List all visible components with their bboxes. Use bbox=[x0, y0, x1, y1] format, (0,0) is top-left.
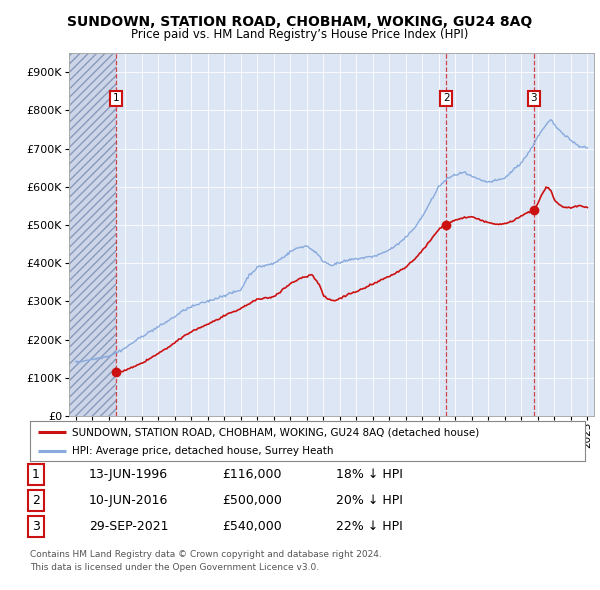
Text: SUNDOWN, STATION ROAD, CHOBHAM, WOKING, GU24 8AQ: SUNDOWN, STATION ROAD, CHOBHAM, WOKING, … bbox=[67, 15, 533, 29]
Text: Contains HM Land Registry data © Crown copyright and database right 2024.: Contains HM Land Registry data © Crown c… bbox=[30, 550, 382, 559]
Text: 3: 3 bbox=[530, 93, 537, 103]
Text: Price paid vs. HM Land Registry’s House Price Index (HPI): Price paid vs. HM Land Registry’s House … bbox=[131, 28, 469, 41]
Text: 1: 1 bbox=[113, 93, 119, 103]
Text: This data is licensed under the Open Government Licence v3.0.: This data is licensed under the Open Gov… bbox=[30, 563, 319, 572]
Text: HPI: Average price, detached house, Surrey Heath: HPI: Average price, detached house, Surr… bbox=[71, 447, 333, 456]
Text: 3: 3 bbox=[32, 520, 40, 533]
Text: 2: 2 bbox=[443, 93, 449, 103]
Text: 20% ↓ HPI: 20% ↓ HPI bbox=[336, 494, 403, 507]
Text: £116,000: £116,000 bbox=[222, 468, 281, 481]
Text: 2: 2 bbox=[32, 494, 40, 507]
Text: £500,000: £500,000 bbox=[222, 494, 282, 507]
Text: 10-JUN-2016: 10-JUN-2016 bbox=[89, 494, 168, 507]
Bar bbox=[69, 53, 116, 416]
Text: 13-JUN-1996: 13-JUN-1996 bbox=[89, 468, 168, 481]
Text: 18% ↓ HPI: 18% ↓ HPI bbox=[336, 468, 403, 481]
Text: 1: 1 bbox=[32, 468, 40, 481]
Text: 29-SEP-2021: 29-SEP-2021 bbox=[89, 520, 168, 533]
Text: SUNDOWN, STATION ROAD, CHOBHAM, WOKING, GU24 8AQ (detached house): SUNDOWN, STATION ROAD, CHOBHAM, WOKING, … bbox=[71, 427, 479, 437]
Text: £540,000: £540,000 bbox=[222, 520, 282, 533]
Text: 22% ↓ HPI: 22% ↓ HPI bbox=[336, 520, 403, 533]
